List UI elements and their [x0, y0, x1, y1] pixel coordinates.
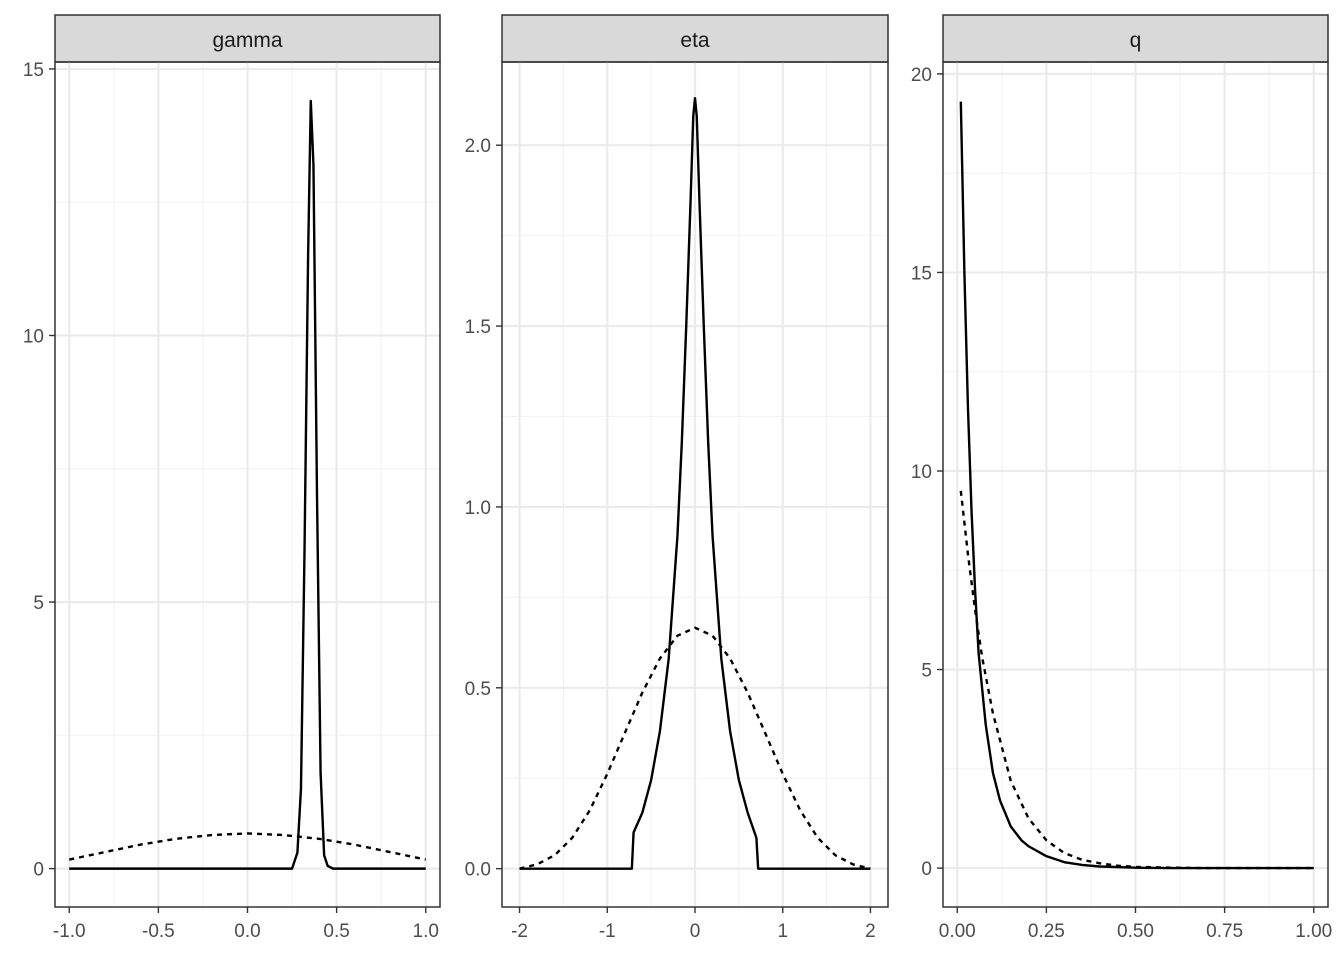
strip-eta — [501, 14, 889, 63]
x-tick-label: 0.75 — [1206, 921, 1243, 942]
y-tick-label: 10 — [23, 326, 44, 347]
series-line-solid — [519, 96, 871, 870]
panel-q: q 0.00 0.25 0.50 0.75 1.00 0 5 10 15 20 — [911, 14, 1332, 942]
x-tick-label: 2 — [865, 921, 876, 942]
y-tick-label: 2.0 — [465, 136, 491, 157]
x-tick-label: 0 — [690, 921, 701, 942]
x-tick-label: 0.5 — [323, 921, 349, 942]
x-tick-label: 0.00 — [939, 921, 976, 942]
x-tick-label: 0.50 — [1117, 921, 1154, 942]
x-tick-label: 0.25 — [1028, 921, 1065, 942]
y-tick-label: 10 — [911, 462, 932, 483]
strip-label-gamma: gamma — [212, 29, 282, 52]
x-tick-label: -1 — [599, 921, 616, 942]
panel-gamma: gamma -1.0 -0.5 0.0 0.5 1.0 0 5 10 15 — [23, 14, 441, 942]
series-line-solid — [959, 101, 1314, 870]
x-tick-label: -2 — [511, 921, 528, 942]
y-tick-label: 15 — [911, 263, 932, 284]
x-tick-label: -1.0 — [53, 921, 86, 942]
x-tick-label: 1.00 — [1295, 921, 1332, 942]
strip-gamma — [54, 14, 441, 63]
x-tick-label: -0.5 — [142, 921, 175, 942]
y-tick-label: 1.5 — [465, 317, 491, 338]
strip-label-q: q — [1130, 29, 1142, 52]
series-line-dashed — [69, 832, 426, 861]
y-tick-label: 0 — [33, 860, 44, 881]
y-tick-label: 0.0 — [465, 860, 491, 881]
y-tick-label: 0.5 — [465, 679, 491, 700]
series-line-dashed — [519, 626, 871, 870]
y-tick-label: 15 — [23, 60, 44, 81]
y-tick-label: 5 — [921, 661, 932, 682]
y-tick-label: 5 — [33, 593, 44, 614]
series-line-dashed — [959, 490, 1314, 870]
y-tick-label: 20 — [911, 65, 932, 86]
y-tick-label: 1.0 — [465, 498, 491, 519]
y-tick-label: 0 — [921, 859, 932, 880]
x-tick-label: 1 — [777, 921, 788, 942]
strip-label-eta: eta — [680, 29, 710, 52]
panel-eta: eta -2 -1 0 1 2 0.0 0.5 1.0 1.5 2.0 — [465, 14, 889, 942]
x-tick-label: 1.0 — [413, 921, 439, 942]
x-tick-label: 0.0 — [234, 921, 260, 942]
series-line-solid — [69, 99, 426, 870]
